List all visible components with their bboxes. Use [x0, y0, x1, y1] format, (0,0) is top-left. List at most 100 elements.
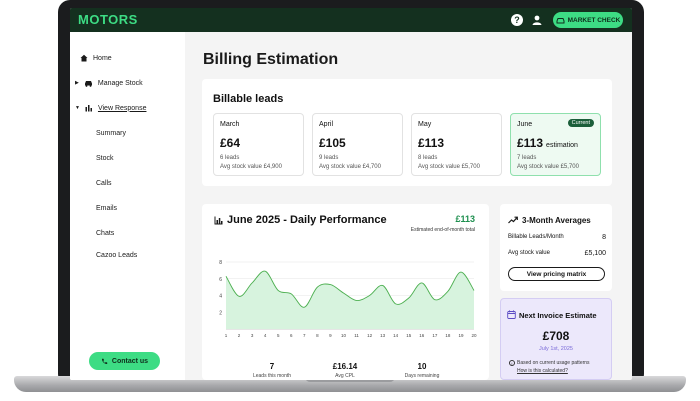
- sidebar-sub-summary[interactable]: Summary: [96, 130, 126, 137]
- y-tick-label: 6: [219, 277, 222, 283]
- month-leads: 9 leads: [319, 155, 339, 161]
- stat-label: Days remaining: [404, 373, 440, 379]
- user-icon[interactable]: [531, 14, 543, 26]
- sidebar-sub-calls[interactable]: Calls: [96, 180, 112, 187]
- bar-chart-icon: [85, 105, 92, 112]
- stat-label: Leads this month: [252, 373, 292, 379]
- sidebar-item-label: Manage Stock: [97, 79, 143, 87]
- average-row: Avg stock value £5,100: [508, 250, 606, 257]
- y-tick-label: 4: [219, 294, 222, 300]
- view-pricing-matrix-button[interactable]: View pricing matrix: [508, 267, 605, 281]
- x-tick-label: 15: [406, 333, 412, 338]
- x-tick-label: 12: [367, 333, 373, 338]
- billable-leads-title: Billable leads: [213, 93, 284, 105]
- series-area: [226, 271, 474, 329]
- y-tick-label: 2: [219, 310, 222, 316]
- x-tick-label: 4: [264, 333, 267, 338]
- x-tick-label: 1: [225, 333, 228, 338]
- calculation-info-link[interactable]: How is this calculated?: [517, 368, 568, 374]
- page-title: Billing Estimation: [203, 51, 339, 68]
- average-value: £5,100: [584, 250, 606, 257]
- contact-us-label: Contact us: [111, 357, 149, 365]
- stat-value: £16.14: [332, 362, 358, 371]
- sidebar: Home ▶ Manage Stock ▼ View Response Summ…: [70, 32, 185, 380]
- x-tick-label: 9: [329, 333, 332, 338]
- stat-days-remaining: 10 Days remaining: [392, 362, 452, 379]
- y-tick-label: 8: [219, 260, 222, 266]
- contact-us-button[interactable]: Contact us: [89, 352, 160, 370]
- x-tick-label: 18: [445, 333, 451, 338]
- x-tick-label: 8: [316, 333, 319, 338]
- x-tick-label: 3: [251, 333, 254, 338]
- month-card-june: June Current £113 estimation 7 leads Avg …: [510, 113, 601, 176]
- sidebar-item-view-response[interactable]: ▼ View Response: [75, 104, 146, 112]
- x-tick-label: 7: [303, 333, 306, 338]
- month-name: April: [319, 121, 334, 128]
- x-tick-label: 10: [341, 333, 347, 338]
- month-price: £105: [319, 136, 346, 150]
- estimation-label: estimation: [546, 142, 578, 149]
- month-price: £113: [418, 136, 445, 150]
- market-check-button[interactable]: MARKET CHECK: [553, 12, 623, 28]
- invoice-amount: £708: [542, 329, 570, 343]
- sidebar-sub-cazoo-leads[interactable]: Cazoo Leads: [96, 252, 138, 259]
- month-stock-value: Avg stock value £5,700: [418, 164, 480, 170]
- x-tick-label: 20: [471, 333, 477, 338]
- sidebar-item-home[interactable]: Home: [80, 54, 112, 62]
- sidebar-item-label: Home: [93, 54, 112, 62]
- top-bar: MOTORS ? MARKET CHECK: [70, 8, 632, 32]
- calendar-icon: [507, 310, 516, 319]
- stat-label: Avg CPL: [335, 373, 355, 379]
- help-icon[interactable]: ?: [511, 14, 523, 26]
- car-icon: [84, 81, 92, 87]
- month-name: March: [220, 121, 240, 128]
- chevron-down-icon: ▼: [75, 105, 80, 111]
- month-stock-value: Avg stock value £4,900: [220, 164, 282, 170]
- month-price: £64: [220, 136, 241, 150]
- current-badge: Current: [567, 119, 594, 127]
- performance-title: June 2025 - Daily Performance: [227, 214, 387, 226]
- invoice-date: July 1st, 2025: [539, 346, 573, 352]
- logo[interactable]: MOTORS: [78, 12, 138, 27]
- month-name: June: [517, 121, 533, 128]
- stat-avg-cpl: £16.14 Avg CPL: [315, 362, 375, 379]
- x-tick-label: 6: [290, 333, 293, 338]
- chevron-right-icon: ▶: [75, 80, 79, 86]
- x-tick-label: 14: [393, 333, 399, 338]
- next-invoice-card: Next Invoice Estimate £708 July 1st, 202…: [500, 298, 612, 380]
- daily-performance-card: June 2025 - Daily Performance £113 Estim…: [202, 204, 489, 380]
- estimated-total: £113: [455, 214, 475, 224]
- stat-leads: 7 Leads this month: [242, 362, 302, 379]
- month-stock-value: Avg stock value £4,700: [319, 164, 381, 170]
- invoice-note: Based on current usage patterns: [517, 360, 590, 366]
- sidebar-item-label: View Response: [97, 104, 147, 112]
- bar-chart-icon: [214, 216, 223, 225]
- app-screen: MOTORS ? MARKET CHECK Home ▶ Manage Stoc…: [70, 8, 632, 380]
- market-check-label: MARKET CHECK: [567, 16, 621, 24]
- x-tick-label: 17: [432, 333, 438, 338]
- x-tick-label: 13: [380, 333, 386, 338]
- month-card-april: April £105 9 leads Avg stock value £4,70…: [312, 113, 403, 176]
- average-label: Billable Leads/Month: [508, 234, 564, 240]
- month-stock-value: Avg stock value £5,700: [517, 164, 579, 170]
- stat-value: 10: [417, 362, 427, 371]
- average-value: 8: [602, 234, 606, 241]
- estimated-total-label: Estimated end-of-month total: [410, 227, 475, 233]
- phone-icon: [101, 358, 108, 364]
- stat-value: 7: [269, 362, 275, 371]
- sidebar-item-manage-stock[interactable]: ▶ Manage Stock: [75, 79, 143, 87]
- month-leads: 8 leads: [418, 155, 438, 161]
- month-name: May: [418, 121, 432, 128]
- trending-up-icon: [508, 216, 518, 224]
- x-tick-label: 5: [277, 333, 280, 338]
- sidebar-sub-stock[interactable]: Stock: [96, 155, 114, 162]
- sidebar-sub-chats[interactable]: Chats: [96, 230, 115, 237]
- month-leads: 6 leads: [220, 155, 240, 161]
- month-price: £113 estimation: [517, 136, 578, 150]
- average-label: Avg stock value: [508, 250, 550, 256]
- sidebar-sub-emails[interactable]: Emails: [96, 205, 118, 212]
- average-row: Billable Leads/Month 8: [508, 234, 606, 241]
- averages-title: 3-Month Averages: [522, 216, 591, 225]
- x-tick-label: 16: [419, 333, 425, 338]
